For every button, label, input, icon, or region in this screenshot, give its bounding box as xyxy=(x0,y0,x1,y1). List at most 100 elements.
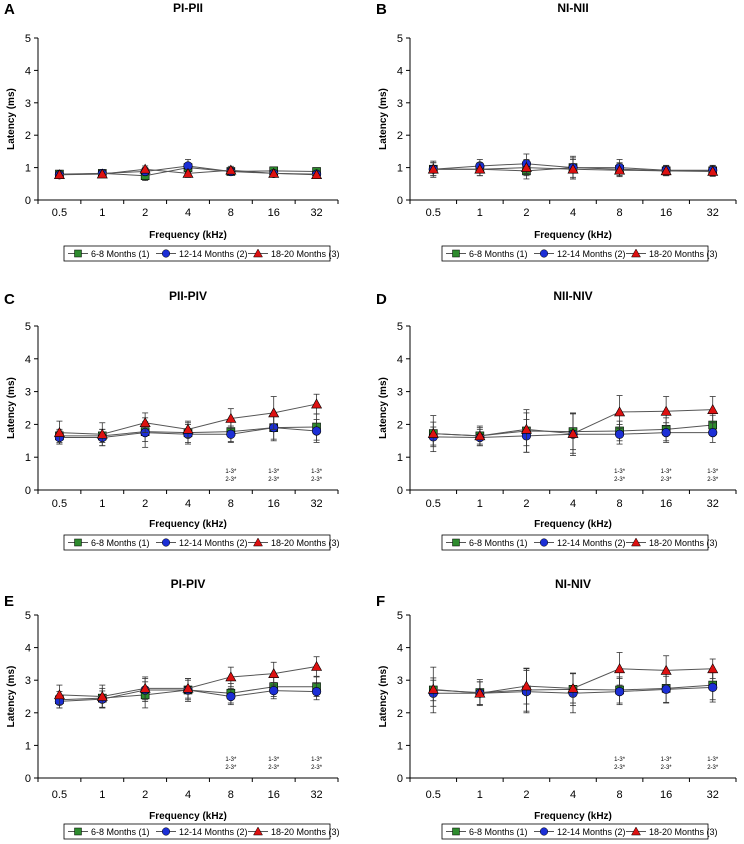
legend: 6-8 Months (1) 12-14 Months (2) 18-20 Mont… xyxy=(63,534,340,551)
data-point-triangle xyxy=(474,687,486,698)
x-axis-title: Frequency (kHz) xyxy=(534,519,612,530)
significance-label: 2-3* xyxy=(311,477,323,483)
y-tick-label: 4 xyxy=(397,65,403,77)
significance-label: 1-3* xyxy=(225,757,237,763)
data-point-circle xyxy=(226,429,236,439)
significance-label: 1-3* xyxy=(268,757,280,763)
x-tick-label: 0.5 xyxy=(52,207,67,219)
significance-label: 1-3* xyxy=(268,469,280,475)
y-tick-label: 5 xyxy=(397,321,403,333)
legend: 6-8 Months (1) 12-14 Months (2) 18-20 Mont… xyxy=(63,823,340,840)
significance-label: 2-3* xyxy=(311,765,323,771)
y-axis-title: Latency (ms) xyxy=(6,377,17,439)
panel-title: PII-PIV xyxy=(169,289,207,303)
significance-label: 2-3* xyxy=(225,477,237,483)
x-tick-label: 32 xyxy=(707,789,719,801)
legend-box xyxy=(441,534,709,551)
legend-box xyxy=(441,245,709,262)
x-tick-label: 0.5 xyxy=(426,207,441,219)
legend-marker-square xyxy=(452,827,460,836)
x-axis-title: Frequency (kHz) xyxy=(534,230,612,241)
data-point-triangle xyxy=(614,164,626,175)
significance-label: 2-3* xyxy=(661,765,673,771)
significance-label: 2-3* xyxy=(268,477,280,483)
data-point-triangle xyxy=(311,660,323,671)
data-point-circle xyxy=(661,428,671,438)
y-tick-label: 3 xyxy=(25,98,31,110)
x-tick-label: 16 xyxy=(268,498,280,510)
y-tick-label: 4 xyxy=(25,65,31,77)
data-point-triangle xyxy=(182,682,194,693)
legend-marker-circle xyxy=(539,827,549,836)
data-point-circle xyxy=(614,687,625,697)
legend: 6-8 Months (1) 12-14 Months (2) 18-20 Mont… xyxy=(441,534,718,551)
significance-label: 2-3* xyxy=(268,765,280,771)
data-point-triangle xyxy=(139,682,151,693)
y-tick-label: 3 xyxy=(397,387,403,399)
legend-label: 6-8 Months (1) xyxy=(91,249,150,259)
data-point-triangle xyxy=(96,168,108,179)
y-axis-title: Latency (ms) xyxy=(378,377,389,439)
legend-marker-triangle xyxy=(253,537,263,547)
data-point-triangle xyxy=(520,680,532,691)
data-point-triangle xyxy=(225,412,237,423)
data-point-circle xyxy=(661,684,671,694)
panel-title: NI-NII xyxy=(557,1,588,15)
legend-label: 6-8 Months (1) xyxy=(469,827,528,837)
x-tick-label: 1 xyxy=(477,789,483,801)
legend-label: 12-14 Months (2) xyxy=(557,249,626,259)
y-tick-label: 0 xyxy=(397,195,403,207)
x-tick-label: 32 xyxy=(707,207,719,219)
legend-label: 18-20 Months (3) xyxy=(271,249,340,259)
x-tick-label: 2 xyxy=(142,789,148,801)
x-tick-label: 32 xyxy=(707,498,719,510)
x-tick-label: 2 xyxy=(523,207,529,219)
y-tick-label: 2 xyxy=(25,708,31,720)
x-tick-label: 8 xyxy=(617,789,623,801)
x-tick-label: 32 xyxy=(310,498,322,510)
x-tick-label: 8 xyxy=(617,498,623,510)
y-tick-label: 4 xyxy=(397,354,403,366)
data-point-triangle xyxy=(614,663,626,674)
x-axis-title: Frequency (kHz) xyxy=(149,230,227,241)
panel-letter: A xyxy=(4,1,15,18)
legend-box xyxy=(63,823,331,840)
data-point-triangle xyxy=(474,430,486,441)
data-point-circle xyxy=(226,691,236,702)
data-point-triangle xyxy=(53,169,65,180)
data-point-triangle xyxy=(182,167,194,178)
y-axis-title: Latency (ms) xyxy=(378,666,389,728)
x-tick-label: 16 xyxy=(268,789,280,801)
legend-label: 12-14 Months (2) xyxy=(179,249,248,259)
data-point-triangle xyxy=(427,427,439,438)
y-tick-label: 3 xyxy=(397,675,403,687)
data-point-circle xyxy=(311,687,322,697)
x-tick-label: 16 xyxy=(660,789,672,801)
y-tick-label: 0 xyxy=(25,485,31,497)
x-tick-label: 4 xyxy=(570,498,576,510)
x-tick-label: 1 xyxy=(99,207,105,219)
x-tick-label: 0.5 xyxy=(426,789,441,801)
panel-letter: E xyxy=(4,593,14,610)
x-tick-label: 4 xyxy=(570,789,576,801)
x-tick-label: 2 xyxy=(142,207,148,219)
x-tick-label: 8 xyxy=(228,498,234,510)
x-tick-label: 4 xyxy=(185,789,191,801)
panel-a: A PI-PII 0 1 2 3 4 5 0.5 1 2 4 8 16 32 Frequency (kHz) L… xyxy=(4,1,340,262)
x-tick-label: 1 xyxy=(477,498,483,510)
data-point-triangle xyxy=(182,423,194,434)
significance-label: 2-3* xyxy=(707,477,719,483)
significance-label: 1-3* xyxy=(661,469,673,475)
y-tick-label: 1 xyxy=(25,740,31,752)
legend-box xyxy=(63,245,331,262)
y-tick-label: 5 xyxy=(25,610,31,622)
y-tick-label: 2 xyxy=(397,419,403,431)
legend-marker-triangle xyxy=(631,248,641,258)
legend-marker-triangle xyxy=(253,826,263,836)
x-tick-label: 16 xyxy=(660,498,672,510)
data-point-circle xyxy=(311,426,322,436)
significance-label: 2-3* xyxy=(225,765,237,771)
y-tick-label: 0 xyxy=(397,485,403,497)
y-tick-label: 0 xyxy=(25,195,31,207)
significance-label: 1-3* xyxy=(707,469,719,475)
